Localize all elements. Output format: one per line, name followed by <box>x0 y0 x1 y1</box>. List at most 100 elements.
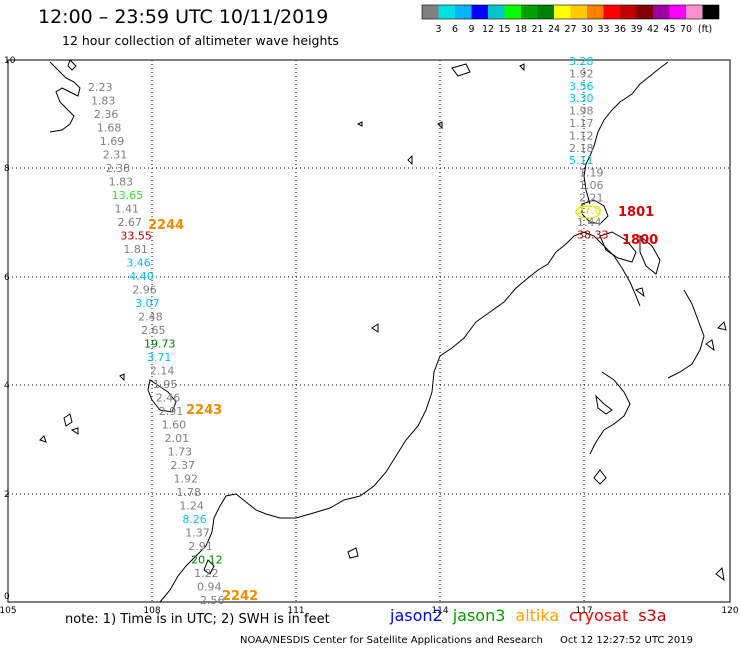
legend-label: 6 <box>452 24 458 35</box>
wave-height-label: 19.73 <box>144 338 176 351</box>
legend-label: 30 <box>581 24 593 35</box>
legend-swatch <box>603 5 620 19</box>
grid-lines <box>8 60 730 602</box>
wave-height-label: 38.33 <box>577 229 609 242</box>
legend-swatch <box>504 5 521 19</box>
wave-height-label: 1.37 <box>185 527 210 540</box>
legend-swatch <box>620 5 637 19</box>
legend-label: 70 <box>680 24 692 35</box>
wave-height-label: 1.44 <box>577 216 602 229</box>
coast-northwest <box>49 61 81 133</box>
coast-palawan <box>583 231 641 307</box>
legend-label: 36 <box>614 24 626 35</box>
wave-height-label: 2.91 <box>159 405 184 418</box>
time-labels: 2244 2243 2242 1801 1800 <box>148 205 658 604</box>
map-title: 12:00 – 23:59 UTC 10/11/2019 <box>38 6 329 28</box>
satellite-altika: altika <box>515 606 560 625</box>
coast-visayas <box>639 234 661 275</box>
legend-swatch <box>438 5 455 19</box>
wave-height-label: 3.28 <box>569 55 594 68</box>
wave-height-label: 4.40 <box>129 270 154 283</box>
coast-island-nw <box>67 59 77 71</box>
y-tick-label: 10 <box>4 56 16 66</box>
legend-swatch <box>653 5 670 19</box>
wave-height-label: 3.46 <box>126 257 151 270</box>
wave-height-label: 1.78 <box>176 486 201 499</box>
overpass-time-label: 2242 <box>222 589 258 604</box>
wave-height-label: 1.92 <box>173 473 198 486</box>
timestamp: Oct 12 12:27:52 UTC 2019 <box>560 635 693 646</box>
x-tick-label: 114 <box>431 606 448 616</box>
legend-label: 24 <box>548 24 560 35</box>
wave-height-label: 20.12 <box>191 554 223 567</box>
wave-height-label: 2.67 <box>117 216 142 229</box>
wave-height-label: 1.19 <box>579 167 604 180</box>
coastlines <box>39 59 727 603</box>
wave-height-label: 1.98 <box>569 105 594 118</box>
satellite-jason2: jason2 <box>390 606 443 625</box>
wave-height-label: 1.68 <box>97 122 122 135</box>
wave-height-label: 3.56 <box>569 80 594 93</box>
wave-height-label: 2.31 <box>103 149 128 162</box>
legend-swatch <box>537 5 554 19</box>
track-west: 2.231.832.361.681.692.312.381.8313.651.4… <box>88 81 225 607</box>
wave-height-label: 1.92 <box>569 67 594 80</box>
wave-height-label: 2.56 <box>200 594 225 607</box>
wave-height-label: 3.30 <box>569 92 594 105</box>
legend-swatch <box>587 5 604 19</box>
legend-label: 33 <box>597 24 609 35</box>
wave-height-label: 2.48 <box>138 311 163 324</box>
legend-swatch <box>669 5 686 19</box>
wave-height-label: 5.11 <box>569 154 594 167</box>
satellite-legend: jason2 jason3 altika cryosat s3a <box>390 606 677 625</box>
coast-luzon <box>583 61 669 205</box>
wave-height-label: 0.94 <box>197 581 222 594</box>
wave-height-label: 1.95 <box>153 378 178 391</box>
wave-height-label: 2.37 <box>171 459 196 472</box>
wave-height-label: 33.55 <box>120 230 152 243</box>
wave-height-label: 1.22 <box>194 567 219 580</box>
legend-label: 45 <box>663 24 675 35</box>
wave-height-label: 1.60 <box>162 419 187 432</box>
legend-swatch <box>471 5 488 19</box>
wave-height-label: 1.17 <box>569 117 594 130</box>
map-frame <box>7 59 731 603</box>
wave-height-label: 3.07 <box>135 297 160 310</box>
wave-height-label: 13.65 <box>112 189 144 202</box>
coast-east-edge <box>667 289 705 379</box>
legend-unit: (ft) <box>698 24 712 35</box>
legend-swatch <box>455 5 472 19</box>
wave-height-label: 1.83 <box>109 176 134 189</box>
legend-label: 9 <box>468 24 474 35</box>
legend-label: 21 <box>531 24 543 35</box>
legend-label: 39 <box>630 24 642 35</box>
y-tick-label: 2 <box>4 490 10 500</box>
credit-line: NOAA/NESDIS Center for Satellite Applica… <box>240 635 693 646</box>
legend-swatch <box>554 5 571 19</box>
legend-label: 18 <box>515 24 527 35</box>
legend-label: 42 <box>647 24 659 35</box>
overpass-time-label: 1801 <box>618 205 654 220</box>
wave-height-label: 2.36 <box>94 108 119 121</box>
wave-height-label: 1.73 <box>168 446 193 459</box>
footnote: note: 1) Time is in UTC; 2) SWH is in fe… <box>65 612 330 627</box>
coast-panay <box>599 231 637 263</box>
wave-height-label: 1.06 <box>579 179 604 192</box>
legend-label: 27 <box>564 24 576 35</box>
highlight-marker <box>575 205 601 219</box>
legend-label: 3 <box>435 24 441 35</box>
wave-height-label: 1.12 <box>569 129 594 142</box>
y-tick-label: 4 <box>4 381 10 391</box>
legend-swatch <box>702 5 719 19</box>
legend-label: 12 <box>482 24 494 35</box>
wave-height-label: 2.91 <box>188 540 213 553</box>
coast-borneo-inlet <box>203 559 215 575</box>
wave-height-label: 2.01 <box>165 432 190 445</box>
wave-height-label: 2.65 <box>141 324 166 337</box>
legend-swatch <box>570 5 587 19</box>
satellite-cryosat: cryosat <box>569 606 629 625</box>
wave-height-label: 1.41 <box>115 203 139 216</box>
track-east: 3.281.923.563.301.981.171.122.185.111.19… <box>569 55 609 242</box>
wave-height-label: 1.81 <box>123 243 148 256</box>
